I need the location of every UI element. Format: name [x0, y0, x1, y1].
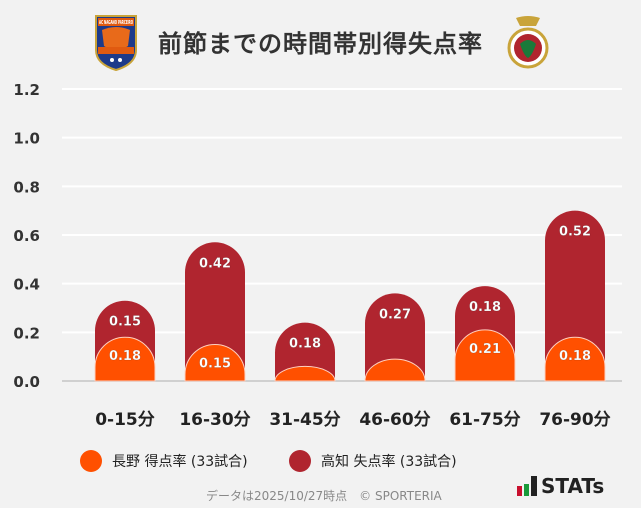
bar-segment-nagano [364, 358, 426, 382]
x-tick-label: 16-30分 [179, 410, 250, 430]
bar-segment-kochi [545, 210, 605, 381]
y-tick-label: 1.0 [13, 130, 40, 148]
legend-item-nagano: 長野 得点率 (33試合) [80, 450, 248, 472]
data-label: 0.15 [109, 315, 141, 330]
y-tick-label: 0.0 [13, 373, 40, 391]
x-tick-label: 0-15分 [95, 410, 155, 430]
bar-segment-kochi [185, 242, 246, 381]
x-tick-label: 61-75分 [449, 410, 520, 430]
x-tick-label: 46-60分 [359, 410, 430, 430]
data-label: 0.18 [109, 349, 141, 364]
data-label: 0.18 [469, 300, 501, 315]
x-tick-label: 31-45分 [269, 410, 340, 430]
y-tick-label: 0.4 [13, 276, 40, 294]
data-label: 0.21 [469, 342, 501, 357]
data-label: 0.18 [289, 337, 321, 352]
data-label: 0.15 [199, 357, 231, 372]
legend-label: 高知 失点率 (33試合) [321, 454, 457, 470]
y-tick-label: 0.8 [13, 178, 40, 196]
legend-item-kochi: 高知 失点率 (33試合) [289, 450, 457, 472]
stats-wordmark: STATs [541, 474, 605, 498]
bar-segment-nagano [184, 344, 246, 382]
y-tick-label: 0.6 [13, 227, 40, 245]
y-tick-label: 0.2 [13, 324, 40, 342]
bar-segment-nagano [544, 336, 606, 382]
logo-lettering: AC NAGANO PARCEIRO [99, 20, 133, 26]
footer-note: データは2025/10/27時点 © SPORTERIA [206, 489, 442, 503]
legend-swatch-red [289, 450, 311, 472]
data-label: 0.42 [199, 256, 231, 271]
chart-title: 前節までの時間帯別得失点率 [158, 30, 483, 58]
bar-segment-nagano [454, 329, 516, 382]
kochi-united-logo [507, 16, 549, 69]
data-label: 0.18 [559, 349, 591, 364]
nagano-parceiro-logo: AC NAGANO PARCEIRO [95, 15, 137, 72]
bar-segment-nagano [274, 365, 336, 382]
data-label: 0.52 [559, 225, 591, 240]
stats-brand: STATs [517, 476, 604, 496]
legend-label: 長野 得点率 (33試合) [112, 454, 248, 470]
bar-segment-nagano [94, 336, 156, 382]
bar-segment-kochi [275, 322, 335, 381]
data-label: 0.27 [379, 307, 411, 322]
legend-swatch-orange [80, 450, 102, 472]
y-tick-label: 1.2 [13, 81, 40, 99]
x-tick-label: 76-90分 [539, 410, 610, 430]
bar-segment-kochi [365, 293, 425, 381]
stats-logo-icon [517, 476, 537, 496]
